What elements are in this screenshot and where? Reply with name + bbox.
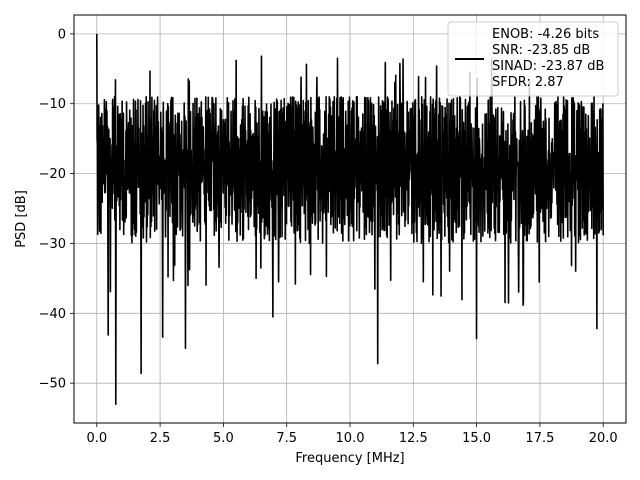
y-tick-label: −50 (39, 377, 66, 392)
psd-series-line (95, 33, 605, 405)
x-axis-label: Frequency [MHz] (295, 451, 404, 466)
x-tick-label: 20.0 (589, 431, 618, 446)
y-tick-label: −10 (39, 97, 66, 112)
y-tick-label: −20 (39, 167, 66, 182)
legend-sinad: SINAD: -23.87 dB (492, 59, 604, 74)
x-tick-label: 5.0 (213, 431, 234, 446)
x-tick-label: 10.0 (336, 431, 365, 446)
x-tick-label: 2.5 (150, 431, 171, 446)
plot-area (95, 33, 605, 405)
legend-enob: ENOB: -4.26 bits (492, 27, 599, 42)
y-tick-label: 0 (58, 27, 66, 42)
x-tick-label: 15.0 (462, 431, 491, 446)
x-tick-label: 0.0 (86, 431, 107, 446)
y-tick-label: −30 (39, 237, 66, 252)
legend-sfdr: SFDR: 2.87 (492, 75, 564, 90)
legend-box (447, 21, 619, 97)
x-tick-label: 7.5 (276, 431, 297, 446)
legend: ENOB: -4.26 bits SNR: -23.85 dB SINAD: -… (447, 21, 619, 97)
x-tick-label: 12.5 (399, 431, 428, 446)
y-tick-label: −40 (39, 307, 66, 322)
legend-snr: SNR: -23.85 dB (492, 43, 590, 58)
y-axis-label: PSD [dB] (14, 190, 29, 248)
y-axis-ticks: 0 −10 −20 −30 −40 −50 (39, 27, 74, 392)
x-tick-label: 17.5 (525, 431, 554, 446)
x-axis-ticks: 0.0 2.5 5.0 7.5 10.0 12.5 15.0 17.5 20.0 (86, 423, 618, 446)
